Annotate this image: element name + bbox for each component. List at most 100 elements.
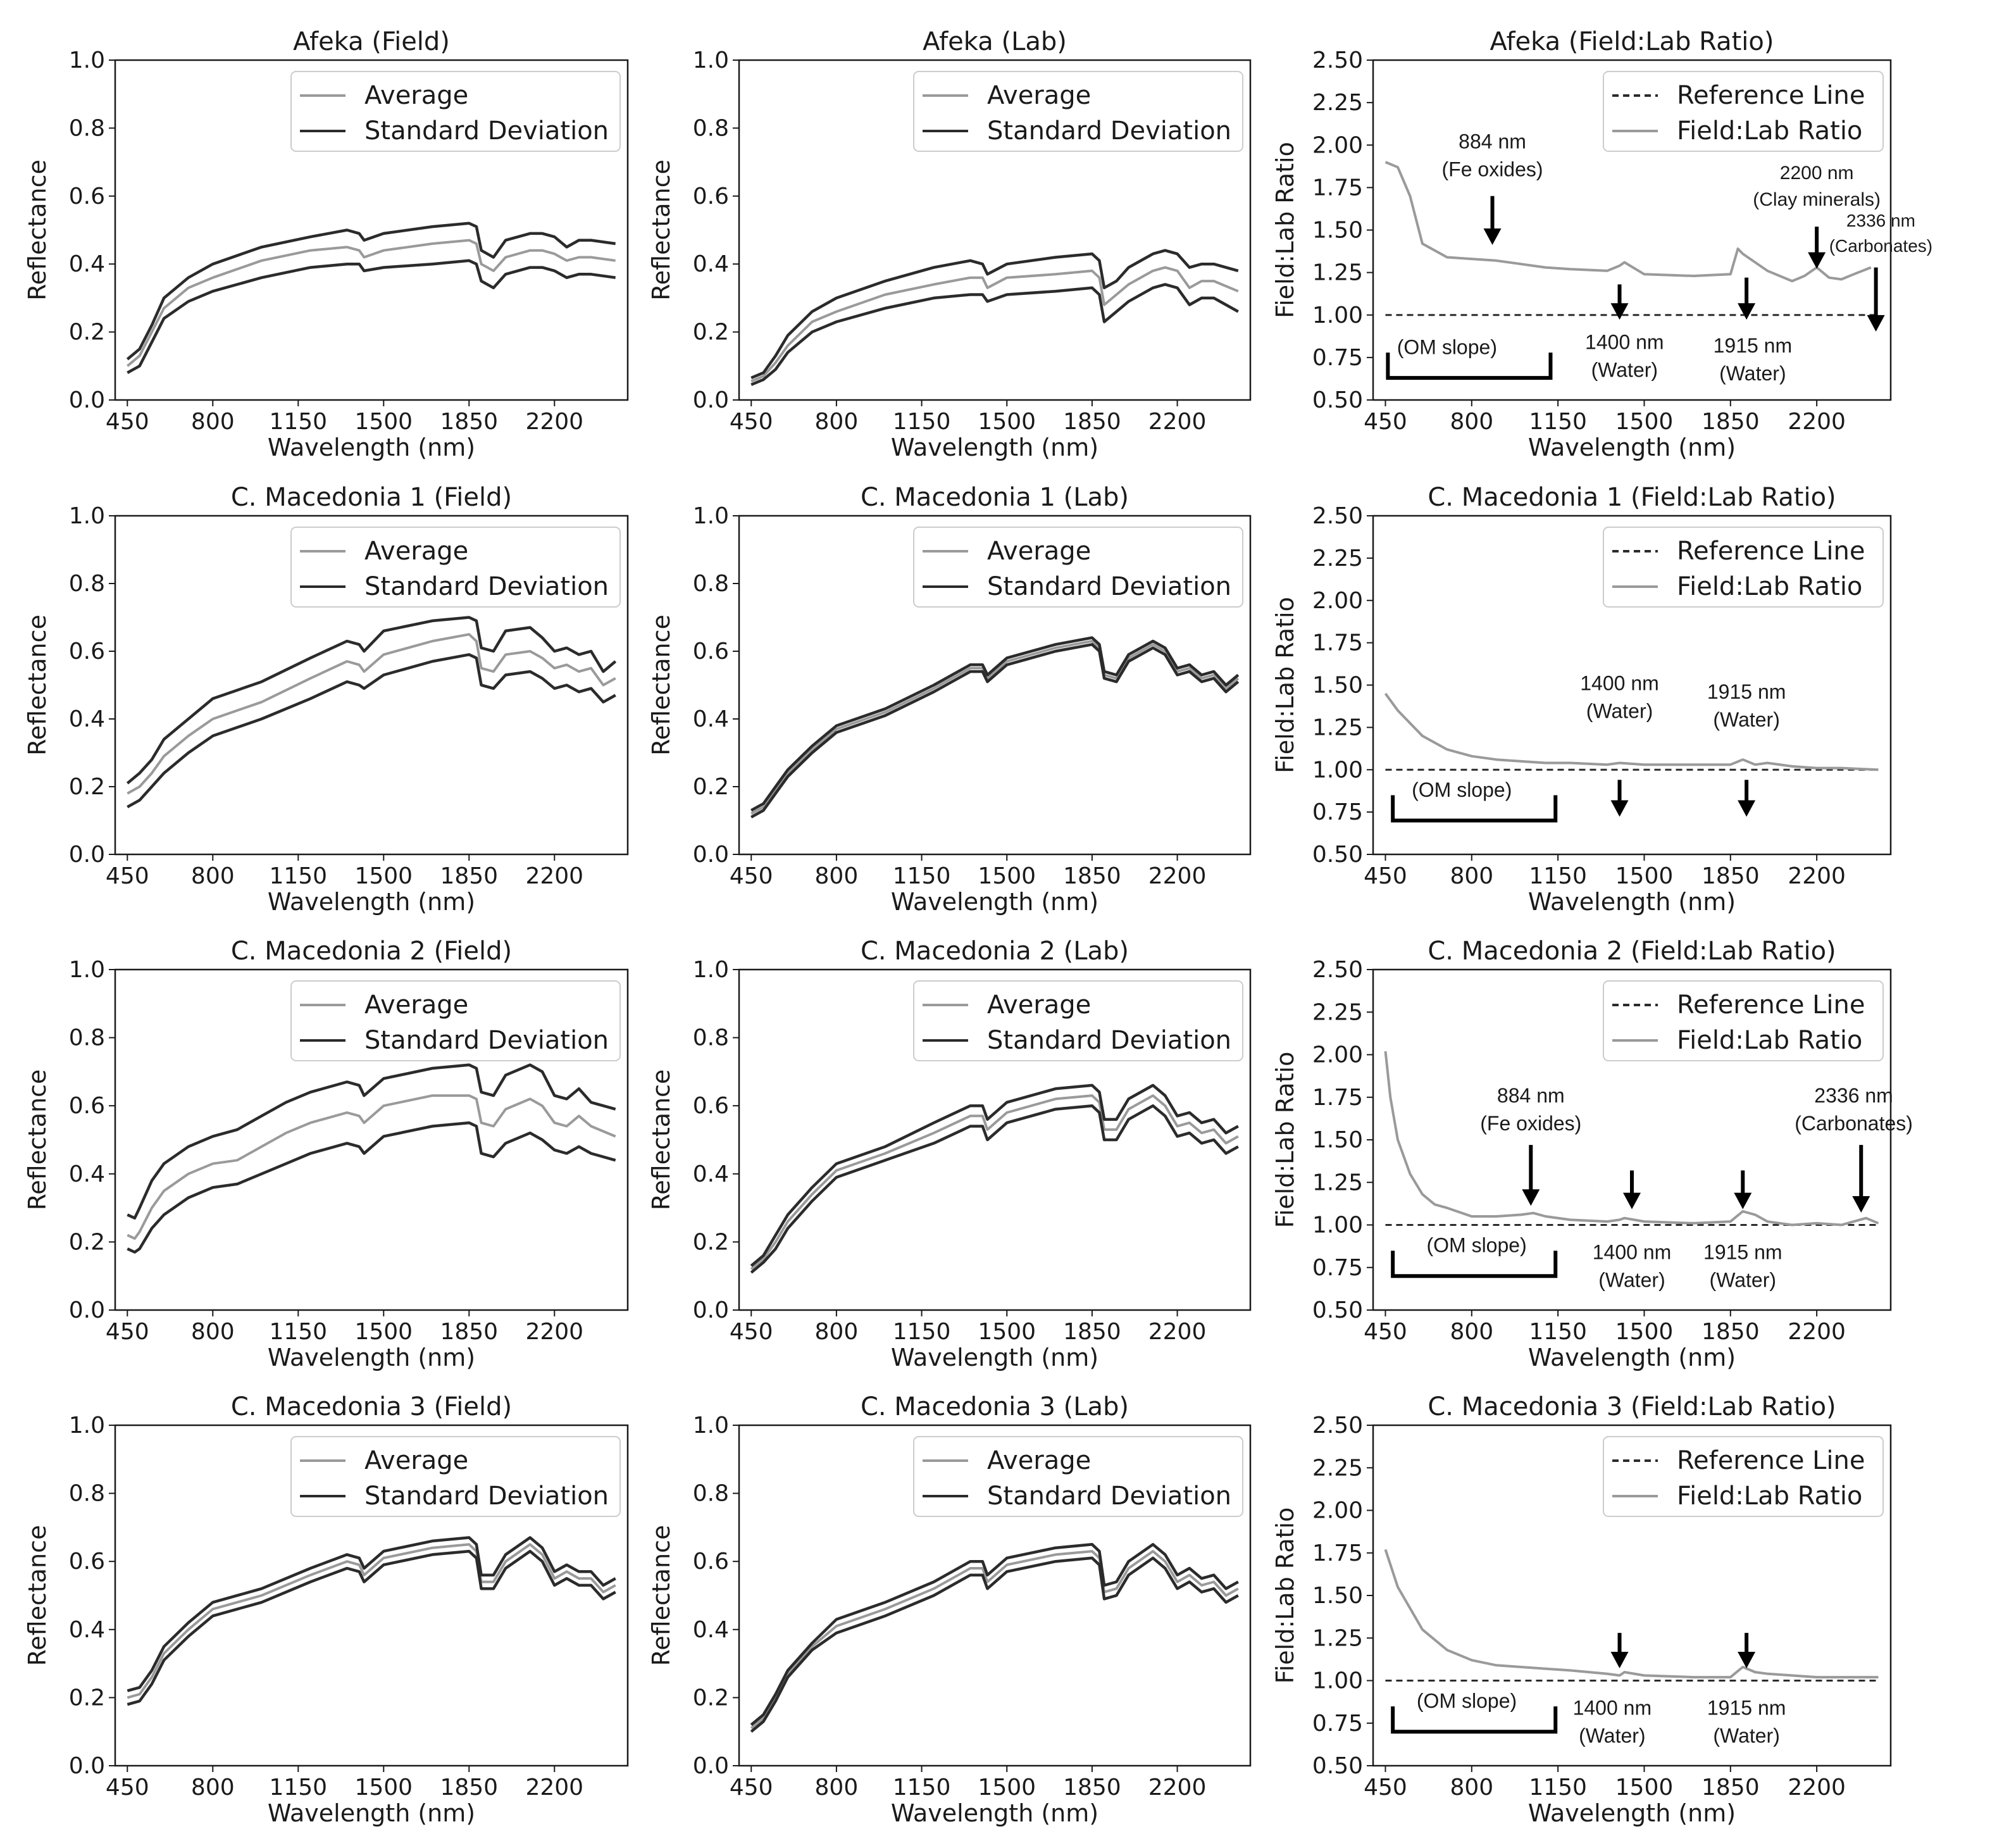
ratio-line xyxy=(1384,1051,1879,1227)
x-tick-label: 2200 xyxy=(1788,1319,1846,1345)
y-tick-label: 0.6 xyxy=(69,639,105,665)
annotation: 1915 nm (Water) xyxy=(1703,1170,1782,1291)
y-tick-label: 0.0 xyxy=(693,387,729,413)
panel-cmac2-field: C. Macedonia 2 (Field) 450 800 1150 1500 1850… xyxy=(23,937,629,1371)
y-tick-label: 1.75 xyxy=(1312,175,1363,201)
x-tick-label: 2200 xyxy=(525,409,583,435)
x-tick-label: 1150 xyxy=(269,1319,327,1345)
axes-frame xyxy=(738,515,1252,856)
annotation-label: (Water) xyxy=(1598,1268,1665,1291)
annotation-arrow-head xyxy=(1867,315,1885,332)
y-tick-label: 0.75 xyxy=(1312,1711,1363,1737)
legend-box xyxy=(913,527,1243,608)
x-tick-label: 1150 xyxy=(1529,1319,1587,1345)
legend-label: Average xyxy=(987,990,1091,1020)
y-tick-label: 1.00 xyxy=(1312,757,1363,783)
annotation-label: 884 nm xyxy=(1459,130,1526,153)
annotation-label: (Water) xyxy=(1586,700,1653,723)
axes-frame xyxy=(114,59,629,401)
legend: Average Standard Deviation xyxy=(913,527,1243,608)
legend-label: Standard Deviation xyxy=(987,1482,1231,1511)
x-axis-label: Wavelength (nm) xyxy=(891,888,1098,916)
average-line xyxy=(750,266,1239,383)
y-tick-label: 0.0 xyxy=(693,1753,729,1779)
y-tick-label: 0.75 xyxy=(1312,799,1363,825)
y-tick-label: 1.75 xyxy=(1312,1540,1363,1566)
y-tick-label: 0.8 xyxy=(693,1481,729,1507)
y-tick-label: 1.0 xyxy=(693,503,729,529)
annotation-label: (Fe oxides) xyxy=(1442,158,1543,181)
y-axis-label: Field:Lab Ratio xyxy=(1271,1508,1299,1684)
annotation: (OM slope) xyxy=(1391,778,1558,823)
y-tick-label: 0.6 xyxy=(693,639,729,665)
average-line xyxy=(127,633,616,795)
y-tick-label: 1.75 xyxy=(1312,630,1363,656)
y-axis-label: Reflectance xyxy=(647,159,675,301)
x-tick-label: 1850 xyxy=(1701,409,1760,435)
y-tick-label: 0.4 xyxy=(693,1617,729,1643)
y-tick-label: 1.00 xyxy=(1312,303,1363,328)
panel-cmac3-lab: C. Macedonia 3 (Lab) 450 800 1150 1500 1850 22… xyxy=(647,1392,1252,1827)
panel-cmac1-field: C. Macedonia 1 (Field) 450 800 1150 1500 1850… xyxy=(23,483,629,916)
x-tick-label: 800 xyxy=(1450,863,1493,889)
annotation: 884 nm (Fe oxides) xyxy=(1480,1084,1581,1206)
panel-title: C. Macedonia 1 (Field:Lab Ratio) xyxy=(1428,483,1836,512)
y-tick-label: 0.2 xyxy=(69,774,105,800)
axes-frame xyxy=(1372,515,1892,856)
y-tick-label: 1.0 xyxy=(69,503,105,529)
x-tick-label: 1500 xyxy=(1615,1775,1674,1801)
ratio-line xyxy=(1384,692,1879,771)
y-tick-label: 1.50 xyxy=(1312,1127,1363,1153)
x-tick-label: 1850 xyxy=(1063,1775,1121,1801)
om-slope-bracket xyxy=(1391,795,1558,823)
x-tick-label: 1500 xyxy=(978,409,1036,435)
panel-title: Afeka (Field) xyxy=(293,27,450,56)
y-tick-label: 0.6 xyxy=(69,1093,105,1119)
legend-box xyxy=(290,71,621,152)
x-tick-label: 1850 xyxy=(440,863,498,889)
annotation: (OM slope) xyxy=(1391,1690,1558,1734)
axes-frame xyxy=(1372,968,1892,1311)
annotation-arrow-head xyxy=(1610,303,1629,320)
plot-area xyxy=(1384,1051,1879,1227)
annotation-label: (Water) xyxy=(1713,1724,1779,1747)
annotation-label: 1400 nm xyxy=(1585,330,1664,353)
legend-box xyxy=(290,980,621,1061)
y-axis-label: Reflectance xyxy=(647,1070,675,1211)
y-axis-label: Reflectance xyxy=(647,1525,675,1666)
panel-title: C. Macedonia 2 (Field) xyxy=(231,937,512,966)
y-tick-label: 0.75 xyxy=(1312,345,1363,371)
x-tick-label: 2200 xyxy=(1148,1319,1207,1345)
std-upper-line xyxy=(127,1536,616,1692)
legend-label: Standard Deviation xyxy=(364,116,609,146)
y-tick-label: 0.2 xyxy=(693,1229,729,1255)
annotation-arrow-head xyxy=(1610,1651,1629,1668)
y-tick-label: 0.0 xyxy=(69,387,105,413)
legend-label: Average xyxy=(987,1446,1091,1475)
y-tick-label: 0.0 xyxy=(693,1297,729,1323)
plot-area xyxy=(750,1083,1239,1274)
annotation-arrow-head xyxy=(1738,800,1756,817)
axes-frame xyxy=(738,968,1252,1311)
std-upper-line xyxy=(750,1543,1239,1726)
y-tick-label: 0.6 xyxy=(693,184,729,209)
legend-label: Reference Line xyxy=(1677,990,1865,1020)
plot-area xyxy=(750,249,1239,386)
legend: Average Standard Deviation xyxy=(913,980,1243,1061)
std-upper-line xyxy=(126,222,616,361)
axes-frame xyxy=(1372,1424,1892,1767)
annotation-label: 1915 nm xyxy=(1703,1240,1782,1263)
legend-box xyxy=(1603,980,1884,1061)
x-tick-label: 450 xyxy=(106,1319,149,1345)
x-tick-label: 450 xyxy=(1364,863,1407,889)
panel-title: C. Macedonia 3 (Lab) xyxy=(861,1392,1129,1421)
annotation-label: 1400 nm xyxy=(1580,672,1659,695)
y-tick-label: 1.0 xyxy=(693,47,729,73)
x-tick-label: 1150 xyxy=(1529,863,1587,889)
y-tick-label: 2.00 xyxy=(1312,132,1363,158)
legend-label: Field:Lab Ratio xyxy=(1677,1482,1862,1511)
average-line xyxy=(750,1094,1239,1270)
annotation-label: (Fe oxides) xyxy=(1480,1112,1581,1135)
annotation: 1400 nm (Water) xyxy=(1573,1633,1652,1747)
